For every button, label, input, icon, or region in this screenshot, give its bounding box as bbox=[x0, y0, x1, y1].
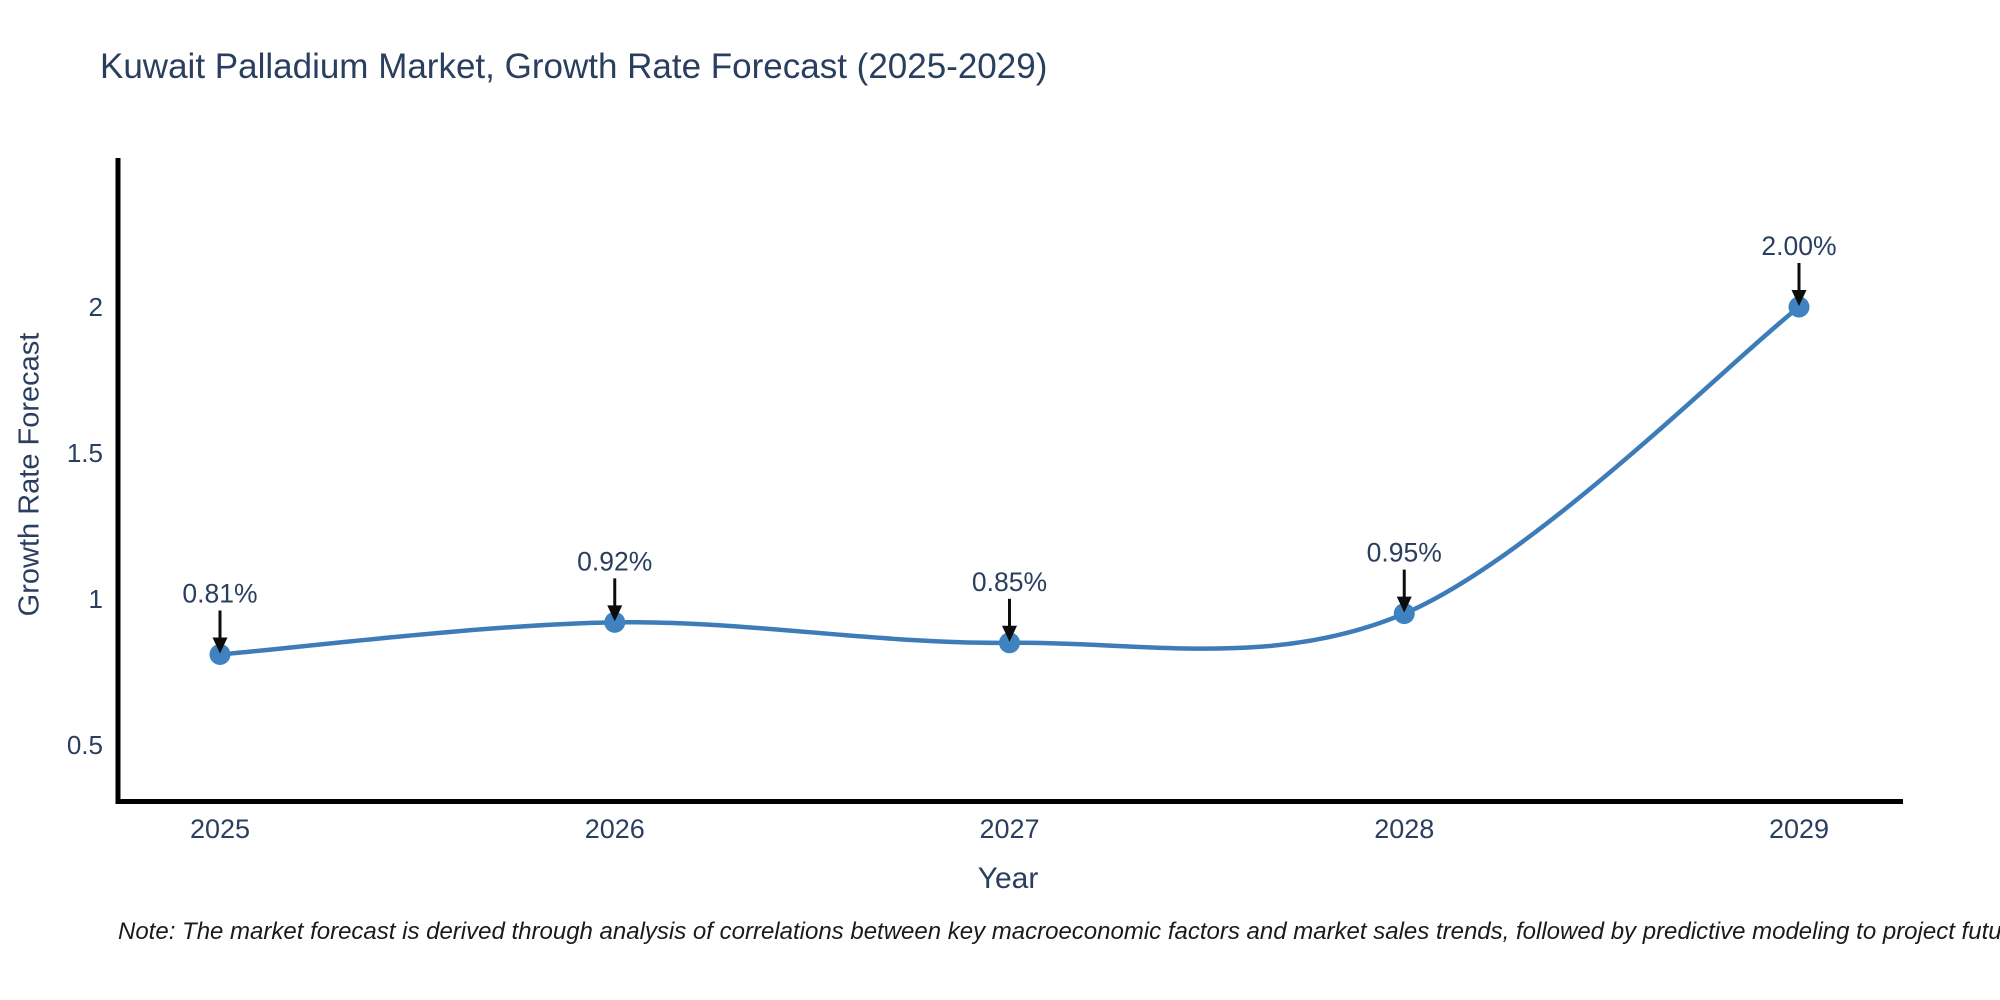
annotation-arrowhead-icon bbox=[1791, 290, 1807, 306]
data-point-label: 2.00% bbox=[1761, 231, 1836, 261]
annotation-arrowhead-icon bbox=[1002, 625, 1017, 642]
data-point-marker bbox=[604, 611, 626, 633]
y-tick-label: 1 bbox=[89, 584, 103, 614]
forecast-line bbox=[217, 304, 1802, 657]
x-tick-label: 2029 bbox=[1769, 814, 1829, 844]
annotation-arrowhead-icon bbox=[1396, 596, 1412, 613]
y-tick-label: 2 bbox=[89, 292, 103, 322]
data-point-marker bbox=[1788, 296, 1810, 318]
y-tick-label: 0.5 bbox=[67, 730, 103, 760]
data-point-marker bbox=[209, 643, 231, 665]
data-point-marker bbox=[999, 632, 1020, 654]
y-axis-title: Growth Rate Forecast bbox=[13, 332, 46, 617]
data-point-label: 0.81% bbox=[182, 578, 257, 608]
x-tick-label: 2028 bbox=[1374, 814, 1434, 844]
y-tick-label: 1.5 bbox=[67, 438, 103, 468]
chart-title: Kuwait Palladium Market, Growth Rate For… bbox=[100, 47, 1048, 86]
annotation-arrowhead-icon bbox=[607, 605, 623, 622]
data-point-label: 0.95% bbox=[1367, 538, 1442, 568]
x-axis-title: Year bbox=[977, 862, 1039, 895]
footnote: Note: The market forecast is derived thr… bbox=[118, 918, 2000, 945]
x-tick-label: 2025 bbox=[190, 814, 250, 844]
data-point-label: 0.85% bbox=[972, 567, 1047, 597]
annotation-arrowhead-icon bbox=[212, 637, 228, 654]
x-tick-label: 2026 bbox=[585, 814, 645, 844]
x-tick-label: 2027 bbox=[979, 814, 1039, 844]
data-point-label: 0.92% bbox=[577, 546, 652, 576]
data-point-marker bbox=[1393, 603, 1415, 625]
